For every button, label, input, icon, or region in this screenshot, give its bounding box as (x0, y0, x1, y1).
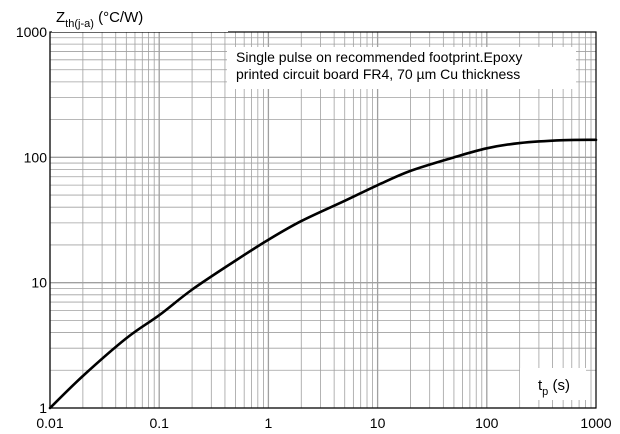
x-axis-label-main: t (538, 377, 543, 394)
x-axis-label-sub: p (542, 386, 548, 398)
x-axis-label: tp (s) (538, 377, 570, 398)
y-axis-label-main: Z (56, 9, 65, 26)
y-axis-label-unit: (°C/W) (94, 9, 143, 26)
y-tick-label: 1000 (16, 24, 47, 40)
series-layer (48, 138, 598, 410)
x-tick-label: 0.01 (36, 415, 63, 431)
x-axis-label-unit: (s) (548, 377, 570, 394)
y-axis-label-sub: th(j-a) (65, 18, 94, 30)
y-tick-label: 100 (24, 149, 48, 165)
y-axis-label-bg (52, 6, 228, 32)
x-tick-labels: 0.01 0.1 1 10 100 1000 (36, 415, 611, 431)
x-tick-label: 1000 (580, 415, 611, 431)
plot-frame (49, 31, 597, 409)
y-tick-labels: 1 10 100 1000 (16, 24, 47, 416)
x-tick-label: 10 (370, 415, 386, 431)
x-tick-label: 1 (265, 415, 273, 431)
y-tick-label: 10 (31, 275, 47, 291)
series-line (48, 138, 598, 410)
x-tick-label: 100 (475, 415, 499, 431)
annotation-line-2: printed circuit board FR4, 70 µm Cu thic… (236, 66, 520, 82)
y-tick-label: 1 (39, 400, 47, 416)
annotation-line-1: Single pulse on recommended footprint.Ep… (236, 49, 522, 65)
x-axis-label-bg (520, 368, 586, 400)
annotation-box (227, 47, 576, 89)
x-tick-label: 0.1 (149, 415, 169, 431)
grid (49, 32, 596, 409)
y-axis-label: Zth(j-a) (°C/W) (56, 9, 143, 30)
